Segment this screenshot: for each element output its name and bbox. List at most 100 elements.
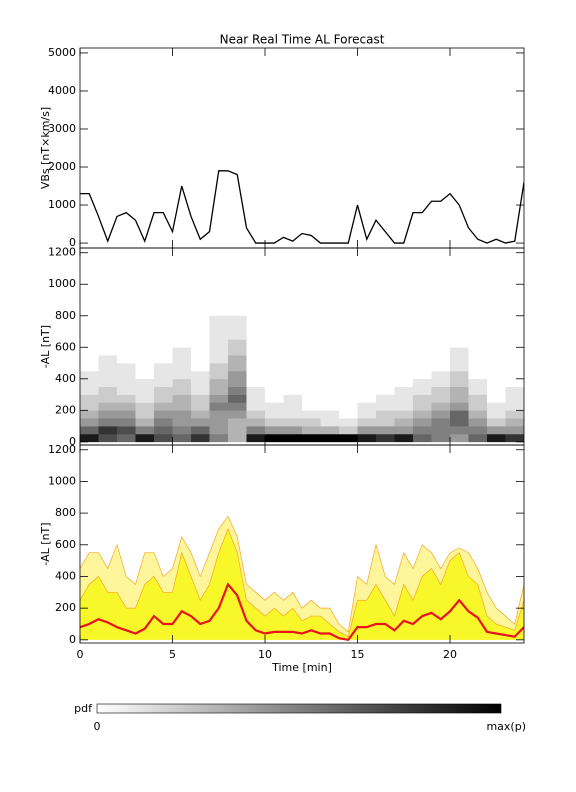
pdf-cell (228, 315, 247, 324)
pdf-cell (431, 378, 451, 387)
y-tick-label: 3000 (48, 122, 76, 135)
pdf-cell (283, 394, 303, 403)
pdf-cell (80, 355, 99, 364)
pdf-cell (228, 386, 247, 395)
pdf-cell (413, 426, 432, 435)
pdf-cell (265, 386, 284, 395)
pdf-cell (450, 433, 469, 443)
pdf-cell (505, 355, 524, 364)
pdf-cell (450, 315, 469, 324)
pdf-cell (505, 433, 524, 443)
pdf-cell (339, 323, 358, 332)
pdf-cell (172, 426, 192, 435)
pdf-cell (172, 339, 192, 348)
pdf-cell (302, 426, 321, 435)
pdf-cell (283, 323, 303, 332)
pdf-cell (320, 418, 340, 427)
pdf-cell (468, 433, 488, 443)
pdf-cell (209, 433, 229, 443)
pdf-cell (487, 418, 506, 427)
pdf-cell (431, 402, 451, 411)
pdf-cell (413, 394, 432, 403)
pdf-cell (431, 331, 451, 340)
pdf-cell (191, 433, 210, 443)
pdf-cell (172, 363, 192, 372)
pdf-cell (154, 323, 173, 332)
pdf-cell (394, 331, 414, 340)
plot-area (80, 515, 524, 642)
colorbar (96, 703, 502, 714)
band-edge (80, 527, 524, 638)
pdf-cell (283, 378, 303, 387)
pdf-cell (117, 402, 136, 411)
pdf-cell (154, 378, 173, 387)
x-tick-label: 10 (258, 648, 272, 661)
pdf-cell (394, 370, 414, 380)
pdf-cell (265, 370, 284, 380)
pdf-cell (80, 315, 99, 324)
pdf-cell (209, 323, 229, 332)
pdf-cell (172, 323, 192, 332)
pdf-cell (394, 339, 414, 348)
pdf-cell (98, 355, 118, 364)
pdf-cell (450, 363, 469, 372)
pdf-cell (80, 418, 99, 427)
pdf-cell (376, 339, 395, 348)
pdf-cell (468, 347, 488, 356)
pdf-cell (98, 331, 118, 340)
pdf-cell (135, 315, 155, 324)
pdf-cell (394, 347, 414, 356)
pdf-cell (228, 363, 247, 372)
pdf-cell (228, 355, 247, 364)
pdf-cell (283, 418, 303, 427)
pdf-cell (265, 410, 284, 419)
pdf-cell (320, 331, 340, 340)
pdf-cell (357, 426, 377, 435)
pdf-cell (339, 433, 358, 443)
pdf-cell (154, 433, 173, 443)
pdf-cell (265, 433, 284, 443)
pdf-cell (431, 394, 451, 403)
pdf-cell (320, 355, 340, 364)
pdf-cell (357, 433, 377, 443)
chart-title: Near Real Time AL Forecast (220, 33, 385, 47)
pdf-cell (376, 370, 395, 380)
pdf-cell (450, 355, 469, 364)
pdf-cell (172, 315, 192, 324)
pdf-cell (228, 402, 247, 411)
pdf-cell (302, 378, 321, 387)
plot-area (80, 315, 524, 443)
pdf-cell (431, 370, 451, 380)
pdf-cell (413, 315, 432, 324)
x-tick-label: 20 (443, 648, 457, 661)
pdf-cell (339, 339, 358, 348)
axis-frame (79, 444, 525, 644)
pdf-cell (98, 339, 118, 348)
pdf-cell (80, 323, 99, 332)
pdf-cell (283, 433, 303, 443)
pdf-cell (191, 347, 210, 356)
pdf-cell (135, 378, 155, 387)
pdf-cell (191, 363, 210, 372)
pdf-cell (376, 331, 395, 340)
pdf-cell (283, 402, 303, 411)
pdf-cell (154, 370, 173, 380)
pdf-cell (468, 426, 488, 435)
pdf-cell (505, 331, 524, 340)
pdf-cell (209, 394, 229, 403)
pdf-cell (98, 315, 118, 324)
pdf-cell (431, 347, 451, 356)
pdf-cell (376, 315, 395, 324)
pdf-cell (320, 410, 340, 419)
pdf-cell (376, 386, 395, 395)
pdf-cell (228, 394, 247, 403)
pdf-cell (154, 315, 173, 324)
pdf-cell (98, 323, 118, 332)
pdf-cell (117, 339, 136, 348)
pdf-cell (117, 418, 136, 427)
pdf-cell (394, 386, 414, 395)
pdf-cell (80, 426, 99, 435)
pdf-cell (376, 418, 395, 427)
pdf-cell (357, 386, 377, 395)
pdf-cell (80, 363, 99, 372)
